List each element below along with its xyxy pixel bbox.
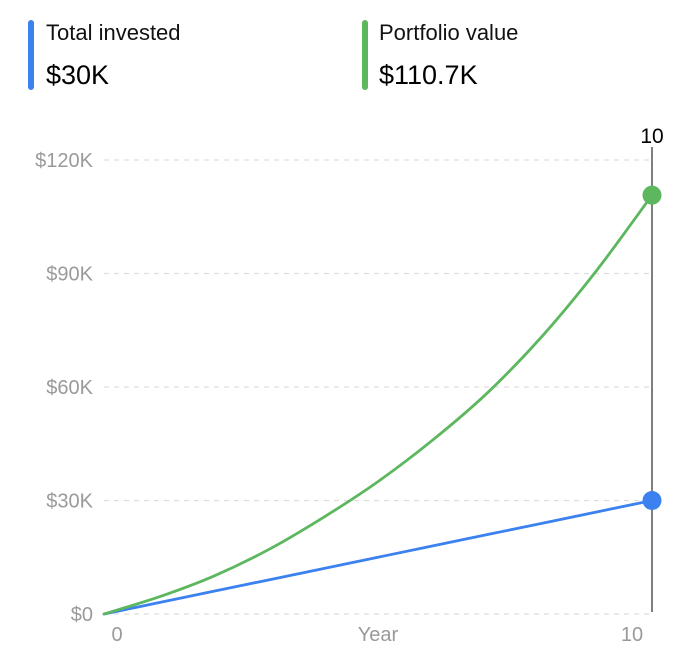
total-invested-label: Total invested bbox=[46, 20, 181, 45]
portfolio-value-label: Portfolio value bbox=[379, 20, 519, 45]
y-tick-label: $120K bbox=[35, 150, 93, 172]
y-tick-label: $60K bbox=[46, 377, 93, 399]
y-tick-label: $0 bbox=[71, 604, 93, 626]
series-marker-1 bbox=[642, 185, 662, 205]
grid-lines bbox=[104, 159, 652, 615]
series-lines bbox=[102, 193, 654, 616]
series-line-0 bbox=[102, 499, 654, 616]
total-invested-color-bar bbox=[28, 20, 34, 90]
portfolio-value-color-bar bbox=[362, 20, 368, 90]
x-tick-label: 10 bbox=[621, 624, 643, 646]
y-tick-label: $90K bbox=[46, 264, 93, 286]
y-axis-ticks: $0 $30K $60K $90K $120K bbox=[35, 150, 93, 626]
x-tick-label: 0 bbox=[111, 624, 122, 646]
portfolio-value-value: $110.7K bbox=[379, 60, 478, 90]
x-axis-ticks: 0 Year 10 bbox=[111, 624, 643, 646]
selected-year-label: 10 bbox=[640, 125, 663, 148]
x-axis-label: Year bbox=[358, 624, 399, 646]
total-invested-value: $30K bbox=[46, 60, 110, 90]
series-markers bbox=[642, 185, 662, 510]
y-tick-label: $30K bbox=[46, 491, 93, 513]
series-marker-0 bbox=[642, 491, 662, 510]
series-line-1 bbox=[102, 193, 654, 616]
